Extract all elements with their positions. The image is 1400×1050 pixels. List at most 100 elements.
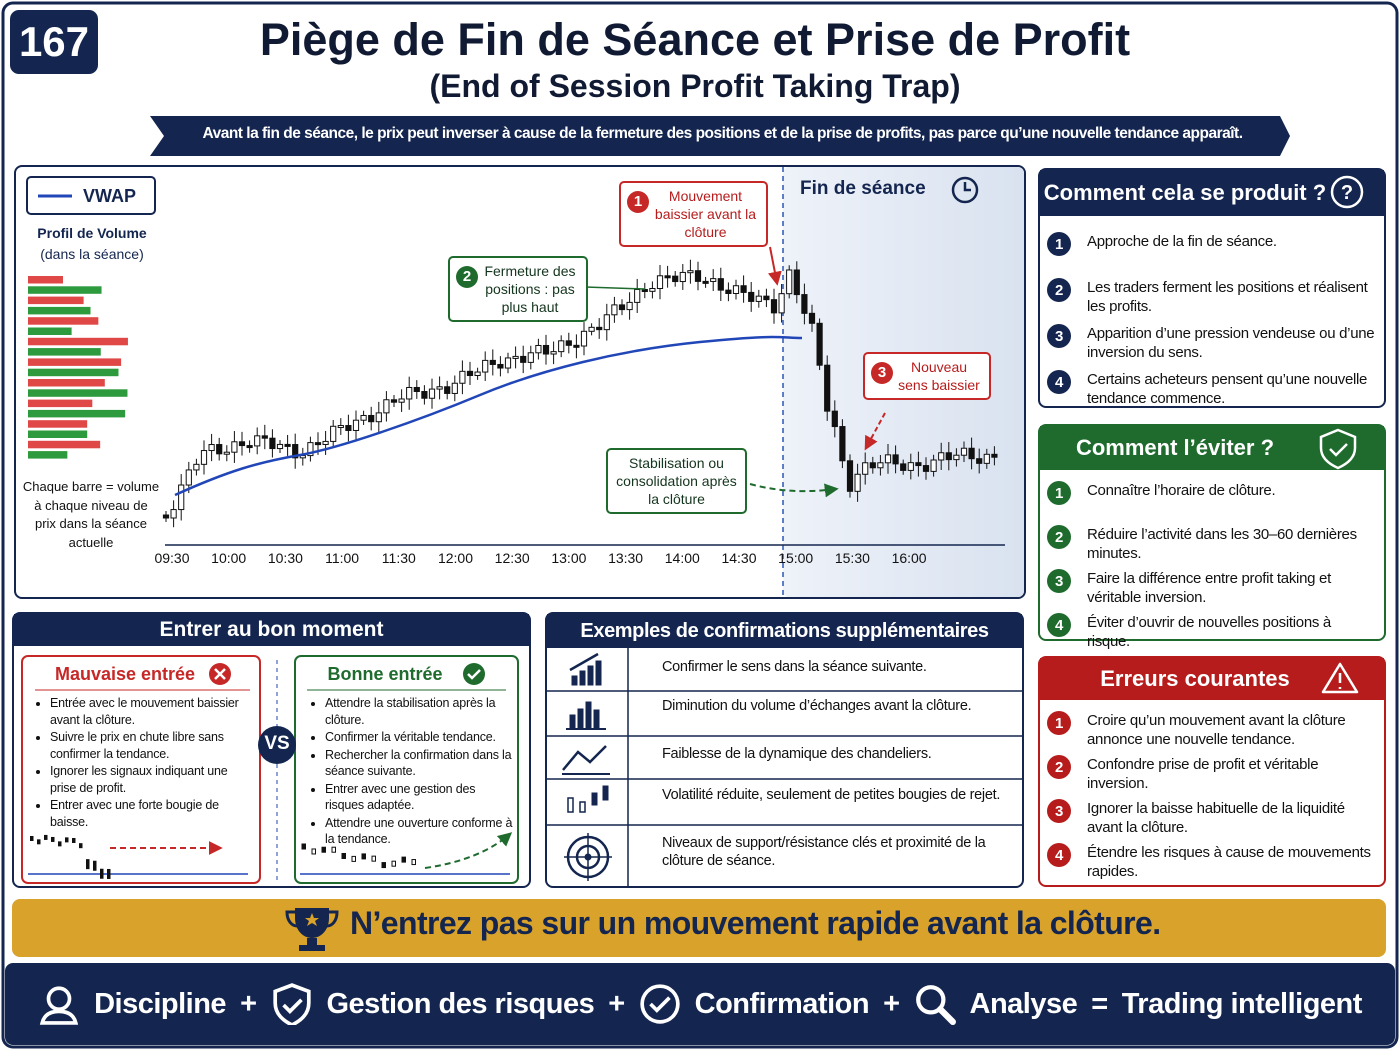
item-number: 1	[1047, 711, 1071, 735]
good-list: Attendre la stabilisation après la clôtu…	[311, 695, 516, 848]
time-label: 10:00	[211, 550, 247, 566]
list-item: 1 Croire qu’un mouvement avant la clôture…	[1047, 711, 1377, 749]
good-list-box: Attendre la stabilisation après la clôtu…	[311, 695, 516, 849]
time-label: 15:00	[778, 550, 814, 566]
bullet-item: Rechercher la confirmation dans la séanc…	[325, 747, 516, 780]
time-label: 11:30	[381, 550, 416, 566]
item-text: Approche de la fin de séance.	[1087, 233, 1277, 250]
confirm-text: Diminution du volume d’échanges avant la…	[662, 698, 972, 714]
footer-icon	[272, 983, 311, 1025]
session-end-label: Fin de séance	[800, 178, 926, 199]
callout: 3 Nouveau sens baissier	[863, 352, 991, 400]
footer-term: Confirmation	[694, 987, 870, 1020]
item-text: Étendre les risques à cause de mouvement…	[1087, 844, 1371, 880]
trophy-icon	[295, 908, 329, 951]
footer-icon	[639, 984, 680, 1024]
trophy-handles	[285, 910, 339, 928]
item-number: 2	[1047, 278, 1071, 302]
profile-title: Profil de Volume	[37, 225, 147, 241]
item-number: 4	[1047, 370, 1071, 394]
item-text: Faire la différence entre profit taking …	[1087, 570, 1331, 606]
bullet-item: Ignorer les signaux indiquant une prise …	[50, 763, 246, 796]
callout: 2 Fermeture des positions : pas plus haut	[448, 256, 588, 322]
bullet-item: Confirmer la véritable tendance.	[325, 729, 516, 746]
footer-plus: +	[608, 987, 625, 1020]
time-label: 16:00	[891, 550, 927, 566]
badge: 167	[18, 18, 90, 65]
callout-text: Mouvement baissier avant la clôture	[654, 188, 757, 240]
list-item: 3 Apparition d’une pression vendeuse ou d…	[1047, 324, 1377, 362]
footer-equals: =	[1091, 987, 1108, 1020]
footer-term: Discipline	[94, 987, 227, 1020]
confirm-text: Niveaux de support/résistance clés et pr…	[662, 835, 986, 869]
list-item: 1 Connaître l’horaire de clôture.	[1047, 481, 1377, 505]
item-number: 3	[1047, 569, 1071, 593]
footer-plus: +	[883, 987, 900, 1020]
list-item: 2 Les traders ferment les positions et ré…	[1047, 278, 1377, 316]
callout-number: 1	[627, 191, 649, 213]
avoid-title: Comment l’éviter ?	[1075, 435, 1275, 460]
callout-number: 2	[456, 266, 478, 288]
bad-list-box: Entrée avec le mouvement baissier avant …	[36, 695, 246, 831]
callout-number: 3	[871, 362, 893, 384]
time-label: 11:00	[325, 550, 360, 566]
item-text: Apparition d’une pression vendeuse ou d’…	[1087, 325, 1375, 361]
item-text: Certains acheteurs pensent qu’une nouvel…	[1087, 371, 1368, 407]
time-label: 12:30	[494, 550, 530, 566]
entry-title: Entrer au bon moment	[159, 618, 384, 641]
confirm-text: Volatilité réduite, seulement de petites…	[662, 787, 1001, 803]
item-text: Ignorer la baisse habituelle de la liqui…	[1087, 800, 1345, 836]
callout-text: Nouveau sens baissier	[898, 359, 980, 393]
footer-term: Gestion des risques	[326, 987, 595, 1020]
item-text: Éviter d’ouvrir de nouvelles positions à…	[1087, 614, 1331, 650]
callout: 1 Mouvement baissier avant la clôture	[619, 181, 768, 247]
profile-subtitle: (dans la séance)	[40, 246, 144, 262]
bad-title: Mauvaise entrée	[54, 664, 196, 684]
list-item: 2 Réduire l’activité dans les 30–60 derni…	[1047, 525, 1377, 563]
footer-plus: +	[240, 987, 257, 1020]
time-label: 09:30	[154, 550, 190, 566]
footer-term: Analyse	[969, 987, 1078, 1020]
callout: Stabilisation ou consolidation après la …	[606, 448, 747, 514]
item-number: 2	[1047, 525, 1071, 549]
time-label: 15:30	[834, 550, 870, 566]
list-item: 3 Ignorer la baisse habituelle de la liqu…	[1047, 799, 1377, 837]
subtitle: (End of Session Profit Taking Trap)	[429, 68, 961, 104]
list-item: 3 Faire la différence entre profit taking…	[1047, 569, 1377, 607]
time-label: 14:00	[664, 550, 700, 566]
bad-list: Entrée avec le mouvement baissier avant …	[36, 695, 246, 830]
legend-label: VWAP	[83, 186, 137, 206]
item-text: Connaître l’horaire de clôture.	[1087, 482, 1276, 499]
list-item: 4 Certains acheteurs pensent qu’une nouve…	[1047, 370, 1377, 408]
footer-result: Trading intelligent	[1121, 987, 1363, 1020]
time-label: 14:30	[721, 550, 757, 566]
callout-text: Fermeture des positions : pas plus haut	[484, 263, 576, 315]
footer-icon	[39, 986, 79, 1025]
list-item: 2 Confondre prise de profit et véritable …	[1047, 755, 1377, 793]
bullet-item: Attendre la stabilisation après la clôtu…	[325, 695, 516, 728]
item-number: 4	[1047, 613, 1071, 637]
confirm-text: Confirmer le sens dans la séance suivant…	[662, 659, 927, 675]
item-number: 2	[1047, 755, 1071, 779]
banner-text: Avant la fin de séance, le prix peut inv…	[202, 125, 1243, 142]
confirm-text: Faiblesse de la dynamique des chandelier…	[662, 746, 932, 762]
item-text: Confondre prise de profit et véritable i…	[1087, 756, 1319, 792]
item-text: Réduire l’activité dans les 30–60 derniè…	[1087, 526, 1357, 562]
time-label: 10:30	[267, 550, 303, 566]
confirm-title: Exemples de confirmations supplémentaire…	[580, 619, 989, 642]
bullet-item: Entrée avec le mouvement baissier avant …	[50, 695, 246, 728]
item-number: 3	[1047, 799, 1071, 823]
time-label: 13:00	[551, 550, 587, 566]
bullet-item: Entrer avec une forte bougie de baisse.	[50, 797, 246, 830]
bullet-item: Attendre une ouverture conforme à la ten…	[325, 815, 516, 848]
tip: N’entrez pas sur un mouvement rapide ava…	[350, 905, 1161, 941]
bullet-item: Suivre le prix en chute libre sans confi…	[50, 729, 246, 762]
time-label: 12:00	[437, 550, 474, 566]
good-title: Bonne entrée	[327, 664, 443, 684]
list-item: 1 Approche de la fin de séance.	[1047, 232, 1377, 256]
item-number: 1	[1047, 481, 1071, 505]
trophy-star	[305, 913, 319, 926]
item-text: Les traders ferment les positions et réa…	[1087, 279, 1368, 315]
vs: VS	[264, 733, 290, 754]
